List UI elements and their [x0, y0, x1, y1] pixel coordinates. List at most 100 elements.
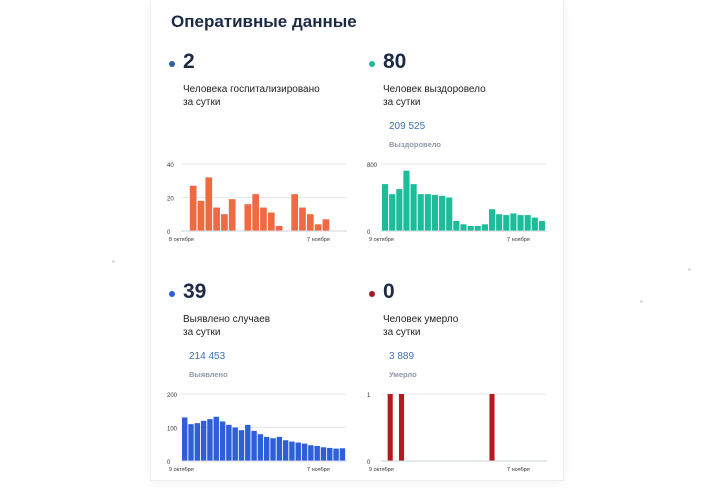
bar [252, 194, 260, 231]
stat-description-line: Человек выздоровело [383, 84, 486, 95]
bar [517, 215, 524, 231]
stat-block-died: 0 Человек умерло за сутки 3 889 Умерло 1… [367, 280, 552, 502]
stat-description-line: за сутки [183, 327, 221, 338]
bar [387, 394, 393, 461]
bar-chart: 800 09 октября 7 ноября [367, 163, 547, 242]
bar [251, 430, 257, 461]
bullet-dot [169, 291, 175, 297]
bar [276, 436, 283, 461]
bar [439, 195, 446, 231]
bar [488, 209, 496, 231]
stat-block-detected: 39 Выявлено случаев за сутки 214 453 Выя… [167, 280, 352, 502]
bar [446, 197, 453, 231]
bar [503, 215, 510, 231]
bar [291, 194, 299, 231]
stat-value: 39 [183, 280, 207, 303]
bar [382, 184, 389, 231]
bar [232, 427, 238, 461]
stat-description-line: Выявлено случаев [183, 314, 271, 325]
bar [320, 447, 327, 461]
bar-chart: 1 09 октября 7 ноября [367, 393, 547, 472]
stat-value: 80 [383, 50, 407, 73]
bar [301, 443, 308, 461]
total-count-link[interactable]: 3 889 [389, 351, 415, 362]
stat-description-line: за сутки [383, 327, 421, 338]
total-count-label: Выздоровело [389, 140, 441, 149]
x-tick-label: 9 октября [369, 467, 394, 472]
stat-description: Человека госпитализировано за сутки [183, 83, 320, 109]
bar [496, 214, 503, 231]
page-title: Оперативные данные [171, 12, 357, 31]
bar [481, 224, 488, 231]
x-tick-label: 9 октября [369, 237, 394, 242]
bar [489, 394, 495, 461]
bar [431, 194, 439, 231]
bar [474, 225, 481, 231]
y-tick-label: 100 [167, 427, 178, 433]
bar [189, 185, 197, 231]
x-tick-label: 7 ноября [307, 237, 330, 242]
bar-chart: 200 100 09 октября 7 ноября [167, 393, 347, 472]
bar [524, 215, 531, 231]
bullet-dot [369, 61, 375, 67]
y-tick-label: 0 [167, 460, 171, 466]
bar [257, 434, 264, 461]
stat-description-line: за сутки [383, 97, 421, 108]
bar-chart: 40 20 08 октября 7 ноября [167, 163, 347, 242]
bullet-dot [169, 61, 175, 67]
x-tick-label: 7 ноября [507, 237, 530, 242]
bar [205, 177, 213, 231]
stat-description-line: Человек умерло [383, 314, 459, 325]
decorative-dot [112, 260, 115, 263]
stat-description-line: Человека госпитализировано [183, 84, 320, 95]
y-tick-label: 20 [167, 197, 174, 203]
bar [245, 424, 251, 461]
stat-description: Выявлено случаев за сутки [183, 313, 270, 339]
y-tick-label: 200 [167, 393, 178, 399]
bar [213, 416, 219, 461]
y-tick-label: 0 [167, 230, 171, 236]
y-tick-label: 40 [167, 163, 174, 169]
stat-description: Человек умерло за сутки [383, 313, 458, 339]
operational-data-card: Оперативные данные 2 Человека госпитализ… [151, 0, 563, 480]
decorative-dot [640, 300, 643, 303]
stat-block-recovered: 80 Человек выздоровело за сутки 209 525 … [367, 50, 552, 272]
bar [396, 189, 403, 231]
bar [531, 217, 538, 231]
bar [238, 430, 245, 461]
bar [510, 213, 517, 231]
x-tick-label: 9 октября [169, 467, 194, 472]
total-count-link[interactable]: 214 453 [189, 351, 226, 362]
bar [197, 200, 205, 231]
bar [244, 204, 252, 231]
bar [182, 417, 188, 461]
bar [188, 424, 194, 461]
decorative-dot [688, 268, 691, 271]
bar [314, 224, 322, 231]
total-count-label: Умерло [389, 370, 417, 379]
bar [299, 207, 306, 231]
bar [339, 448, 346, 461]
bar [275, 225, 283, 231]
x-tick-label: 7 ноября [507, 467, 530, 472]
total-count-link[interactable]: 209 525 [389, 121, 426, 132]
bar [228, 199, 236, 231]
bar [260, 207, 267, 231]
bar [308, 445, 314, 461]
bar [460, 224, 467, 231]
bar [453, 220, 460, 231]
bar [270, 438, 276, 461]
stat-description: Человек выздоровело за сутки [383, 83, 486, 109]
bar [424, 194, 431, 231]
bar [314, 445, 320, 461]
bar [410, 184, 417, 231]
bar [389, 194, 396, 231]
bar [398, 394, 405, 461]
bar [306, 214, 314, 231]
bar [538, 220, 546, 231]
stat-value: 2 [183, 50, 195, 73]
bar [322, 219, 330, 231]
bar [213, 207, 220, 231]
total-count-label: Выявлено [189, 370, 228, 379]
stat-description-line: за сутки [183, 97, 221, 108]
